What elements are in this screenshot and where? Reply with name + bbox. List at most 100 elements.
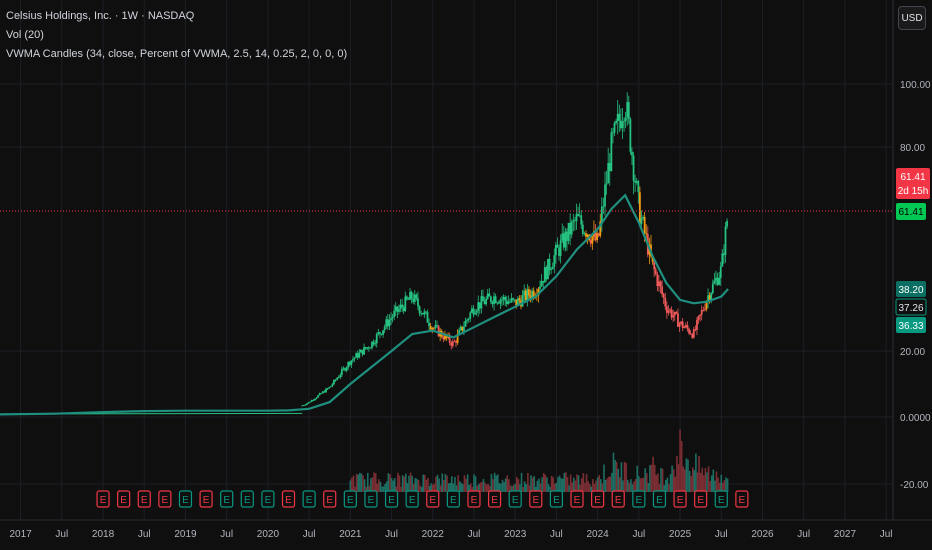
volume-bar	[392, 480, 394, 492]
candle-body	[426, 312, 429, 323]
earnings-marker[interactable]: E	[735, 490, 749, 508]
candle-body	[564, 231, 567, 248]
candle-body	[499, 299, 502, 304]
earnings-marker[interactable]: E	[508, 490, 522, 508]
earnings-marker[interactable]: E	[467, 490, 481, 508]
earnings-marker[interactable]: E	[673, 490, 687, 508]
symbol-legend[interactable]: Celsius Holdings, Inc. · 1W · NASDAQ	[6, 10, 195, 22]
candle-body	[434, 325, 437, 329]
earnings-marker[interactable]: E	[302, 490, 316, 508]
volume-bar	[408, 475, 410, 492]
candle-body	[396, 306, 399, 312]
candle-body	[707, 295, 709, 302]
earnings-marker[interactable]: E	[611, 490, 625, 508]
candle-body	[488, 293, 491, 297]
candle-body	[692, 329, 695, 338]
candle-body	[431, 328, 434, 330]
volume-bar	[607, 476, 610, 492]
volume-bar	[690, 476, 692, 492]
earnings-marker[interactable]: E	[570, 490, 584, 508]
volume-bar	[457, 475, 459, 492]
volume-bar	[658, 483, 661, 492]
candle-body	[643, 216, 646, 233]
volume-bar	[571, 482, 574, 492]
volume-bar	[466, 474, 469, 492]
earnings-marker-label: E	[553, 495, 560, 506]
earnings-marker[interactable]: E	[281, 490, 296, 508]
earnings-marker[interactable]: E	[199, 490, 213, 508]
earnings-marker[interactable]: E	[487, 490, 502, 508]
earnings-marker[interactable]: E	[364, 490, 378, 508]
volume-bar	[368, 485, 371, 492]
candle-body	[356, 353, 359, 358]
volume-bar	[522, 486, 524, 492]
currency-button[interactable]: USD	[898, 6, 926, 30]
earnings-marker[interactable]: E	[240, 490, 254, 508]
earnings-marker[interactable]: E	[426, 490, 440, 508]
earnings-marker[interactable]: E	[117, 490, 131, 508]
candle-body	[675, 311, 678, 314]
earnings-marker[interactable]: E	[220, 490, 234, 508]
earnings-marker[interactable]: E	[591, 490, 605, 508]
earnings-marker[interactable]: E	[96, 490, 110, 508]
volume-bar	[577, 475, 580, 492]
candle-body	[369, 347, 372, 349]
candle-body	[661, 286, 663, 295]
volume-bars	[349, 429, 729, 492]
candle-body	[703, 309, 706, 311]
earnings-marker[interactable]: E	[694, 490, 708, 508]
volume-bar	[625, 463, 627, 492]
earnings-marker[interactable]: E	[343, 490, 357, 508]
price-axis[interactable]: 100.00 80.00 20.00 0.0000 -20.00	[900, 80, 931, 491]
earnings-marker[interactable]: E	[632, 490, 646, 508]
volume-legend[interactable]: Vol (20)	[6, 29, 44, 41]
earnings-marker[interactable]: E	[652, 490, 667, 508]
volume-bar	[473, 474, 475, 492]
candle-body	[402, 307, 405, 312]
earnings-marker[interactable]: E	[137, 490, 151, 508]
candle-body	[463, 326, 465, 331]
time-axis[interactable]: 2017 Jul 2018 Jul 2019 Jul 2020 Jul 2021 Jul 2022 J…	[9, 529, 892, 540]
volume-bar	[517, 479, 520, 492]
volume-bar	[460, 482, 463, 492]
earnings-marker[interactable]: E	[178, 490, 193, 508]
earnings-marker[interactable]: E	[158, 490, 172, 508]
volume-bar	[699, 472, 702, 492]
volume-bar	[504, 478, 507, 492]
candle-body	[331, 384, 334, 387]
earnings-marker[interactable]: E	[323, 490, 337, 508]
candle-body	[375, 334, 378, 344]
candle-body	[543, 267, 546, 283]
candle-body	[664, 297, 667, 307]
earnings-marker[interactable]: E	[529, 490, 543, 508]
volume-bar	[508, 479, 510, 492]
bar-countdown: 2d 15h	[898, 186, 929, 197]
candle-body	[718, 277, 721, 285]
candle-body	[613, 122, 616, 133]
candle-body	[507, 301, 510, 304]
volume-bar	[590, 486, 593, 492]
y-tick-label: 20.00	[900, 347, 925, 358]
volume-bar	[390, 477, 393, 492]
earnings-marker[interactable]: E	[446, 490, 460, 508]
candle-body	[658, 281, 660, 287]
earnings-marker-label: E	[429, 495, 436, 506]
candle-body	[329, 386, 332, 388]
volume-bar	[419, 485, 421, 492]
candle-body	[380, 333, 383, 335]
candle-body	[621, 121, 624, 129]
volume-bar	[378, 479, 380, 492]
earnings-marker[interactable]: E	[405, 490, 419, 508]
volume-bar	[446, 475, 448, 492]
earnings-marker[interactable]: E	[384, 490, 399, 508]
indicator-legend[interactable]: VWMA Candles (34, close, Percent of VWMA…	[6, 48, 348, 60]
earnings-marker[interactable]: E	[549, 490, 564, 508]
earnings-marker-label: E	[512, 495, 519, 506]
candle-body	[371, 341, 373, 348]
earnings-marker[interactable]: E	[714, 490, 728, 508]
volume-bar	[563, 472, 566, 492]
earnings-marker[interactable]: E	[261, 490, 275, 508]
volume-bar	[623, 461, 626, 492]
